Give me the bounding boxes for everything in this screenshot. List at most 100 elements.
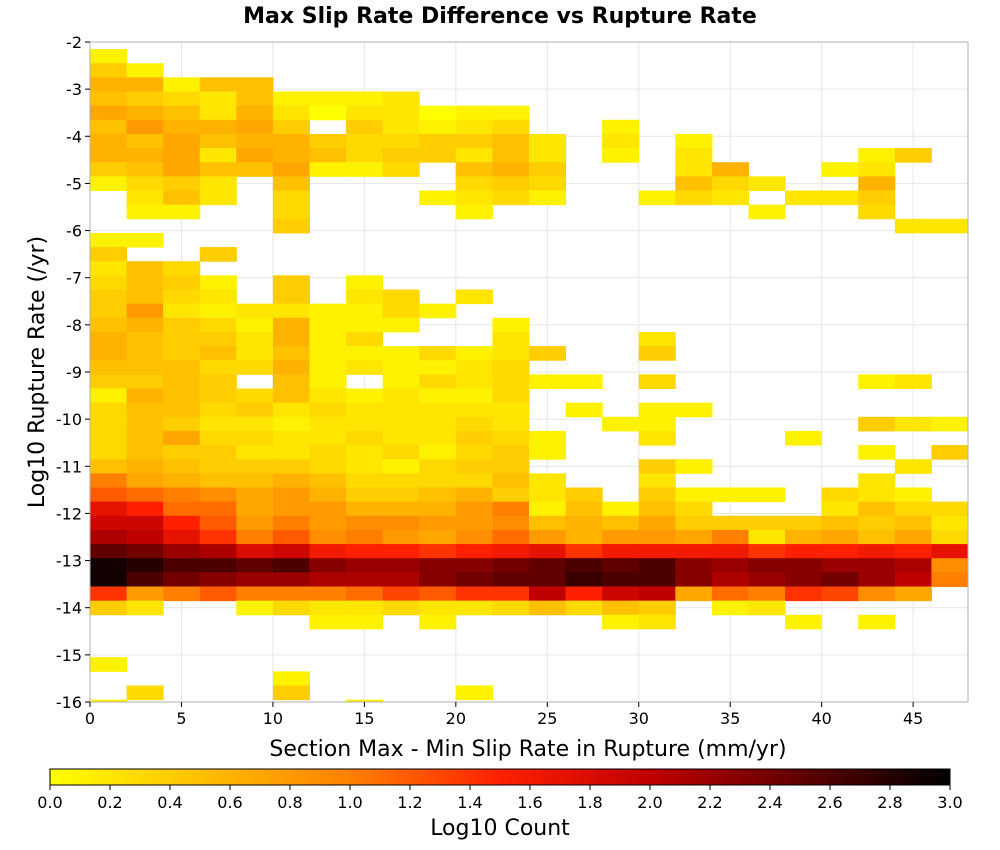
heatmap-cell: [346, 360, 384, 375]
heatmap-cell: [492, 133, 530, 149]
heatmap-cell: [346, 119, 384, 135]
x-tick-label: 10: [263, 709, 283, 728]
heatmap-cell: [236, 586, 274, 602]
heatmap-cell: [455, 586, 493, 602]
heatmap-cell: [455, 289, 493, 305]
heatmap-cell: [309, 331, 347, 347]
heatmap-cell: [419, 119, 457, 135]
heatmap-cell: [199, 331, 237, 347]
heatmap-cell: [163, 388, 201, 404]
heatmap-cell: [126, 63, 164, 78]
heatmap-cell: [455, 133, 493, 149]
heatmap-cell: [565, 402, 603, 418]
heatmap-cell: [236, 91, 274, 107]
heatmap-cell: [455, 501, 493, 517]
heatmap-cell: [419, 346, 457, 361]
heatmap-cell: [199, 289, 237, 305]
colorbar-tick-label: 0.0: [37, 793, 62, 812]
y-tick-label: -15: [56, 646, 82, 665]
heatmap-cell: [199, 487, 237, 503]
heatmap-cell: [163, 515, 201, 531]
heatmap-cell: [126, 176, 164, 191]
heatmap-cell: [126, 558, 164, 573]
heatmap-cell: [126, 346, 164, 361]
heatmap-cell: [565, 600, 603, 616]
heatmap-cell: [346, 586, 384, 602]
heatmap-cell: [90, 529, 128, 545]
heatmap-cell: [126, 544, 164, 559]
heatmap-cell: [821, 190, 859, 206]
heatmap-cell: [492, 529, 530, 545]
heatmap-cell: [346, 600, 384, 616]
heatmap-cell: [126, 445, 164, 460]
heatmap-cell: [199, 148, 237, 163]
heatmap-cell: [675, 176, 713, 191]
heatmap-cell: [638, 600, 676, 616]
heatmap-cell: [236, 162, 274, 177]
heatmap-cell: [199, 544, 237, 559]
heatmap-cell: [272, 331, 310, 347]
heatmap-cell: [346, 614, 384, 630]
heatmap-cell: [492, 459, 530, 474]
heatmap-cell: [565, 572, 603, 587]
heatmap-cell: [675, 501, 713, 517]
heatmap-cell: [309, 105, 347, 121]
colorbar-tick-label: 0.4: [157, 793, 182, 812]
heatmap-cell: [346, 346, 384, 361]
heatmap-cell: [785, 190, 823, 206]
colorbar-tick-label: 1.0: [337, 793, 362, 812]
heatmap-cell: [309, 148, 347, 163]
heatmap-cell: [163, 360, 201, 375]
heatmap-cell: [675, 402, 713, 418]
heatmap-cell: [748, 586, 786, 602]
heatmap-cell: [90, 699, 128, 703]
heatmap-cell: [638, 614, 676, 630]
heatmap-cell: [346, 544, 384, 559]
heatmap-cell: [90, 176, 128, 191]
heatmap-cell: [711, 515, 749, 531]
heatmap-cell: [346, 699, 384, 703]
heatmap-cell: [199, 374, 237, 389]
heatmap-cell: [199, 77, 237, 92]
heatmap-cell: [565, 586, 603, 602]
heatmap-cell: [163, 473, 201, 488]
heatmap-cell: [675, 544, 713, 559]
heatmap-cell: [90, 91, 128, 107]
heatmap-cell: [455, 459, 493, 474]
y-axis-ticks: -2 -3 -4 -5 -6 -7 -8 -9 -10 -11 -12 -13 -14 -15 -16: [56, 33, 90, 712]
heatmap-cell: [858, 416, 896, 432]
heatmap-cell: [382, 544, 420, 559]
heatmap-cell: [529, 572, 567, 587]
heatmap-cell: [492, 148, 530, 163]
heatmap-cell: [236, 416, 274, 432]
heatmap-cell: [126, 261, 164, 276]
heatmap-cell: [638, 501, 676, 517]
heatmap-cell: [675, 586, 713, 602]
y-tick-label: -8: [66, 316, 82, 335]
heatmap-cell: [785, 572, 823, 587]
heatmap-cell: [272, 487, 310, 503]
heatmap-cell: [346, 275, 384, 290]
heatmap-cell: [858, 204, 896, 220]
heatmap-cell: [199, 572, 237, 587]
heatmap-cell: [163, 91, 201, 107]
heatmap-cell: [272, 388, 310, 404]
colorbar-tick-label: 0.6: [217, 793, 242, 812]
heatmap-cell: [858, 148, 896, 163]
heatmap-cell: [309, 614, 347, 630]
heatmap-cell: [529, 544, 567, 559]
heatmap-cell: [455, 119, 493, 135]
heatmap-cell: [309, 459, 347, 474]
heatmap-cell: [419, 360, 457, 375]
heatmap-cell: [309, 515, 347, 531]
heatmap-cell: [90, 600, 128, 616]
heatmap-cell: [419, 402, 457, 418]
heatmap-cell: [309, 317, 347, 333]
colorbar-tick-label: 1.4: [457, 793, 482, 812]
heatmap-cell: [455, 515, 493, 531]
heatmap-cell: [272, 671, 310, 686]
heatmap-cell: [126, 529, 164, 545]
heatmap-cell: [90, 247, 128, 262]
heatmap-cell: [419, 558, 457, 573]
heatmap-cell: [602, 558, 640, 573]
